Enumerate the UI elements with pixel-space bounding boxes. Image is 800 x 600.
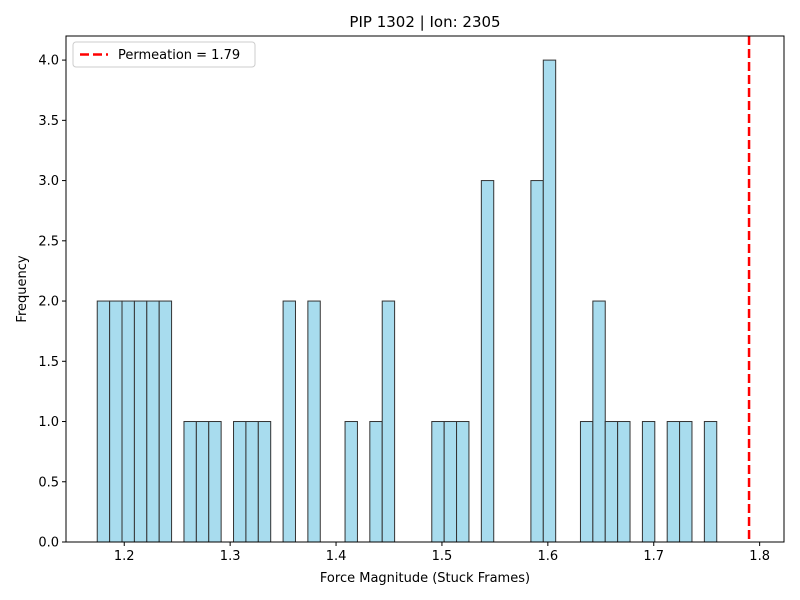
y-tick-label: 3.0 bbox=[38, 174, 59, 189]
y-tick-label: 2.0 bbox=[38, 295, 59, 310]
histogram-bar bbox=[666, 421, 681, 543]
histogram-bar bbox=[195, 421, 210, 543]
x-tick-label: 1.5 bbox=[432, 549, 453, 564]
histogram-bar bbox=[480, 180, 495, 543]
histogram-bar bbox=[542, 59, 557, 543]
histogram-bar bbox=[679, 421, 693, 543]
histogram-bar bbox=[579, 421, 594, 543]
x-tick-label: 1.2 bbox=[114, 549, 135, 564]
x-tick-label: 1.7 bbox=[643, 549, 664, 564]
x-tick-label: 1.3 bbox=[220, 549, 241, 564]
histogram-bar bbox=[158, 300, 173, 543]
histogram-bar bbox=[456, 421, 470, 543]
histogram-bar bbox=[245, 421, 259, 543]
y-tick-label: 2.5 bbox=[38, 234, 59, 249]
histogram-bar bbox=[307, 300, 321, 543]
histogram-bar bbox=[257, 421, 272, 543]
x-tick-label: 1.6 bbox=[537, 549, 558, 564]
histogram-bar bbox=[282, 300, 296, 543]
legend-label: Permeation = 1.79 bbox=[118, 48, 240, 63]
histogram-bar bbox=[121, 300, 135, 543]
y-tick-label: 3.5 bbox=[38, 114, 59, 129]
histogram-bar bbox=[109, 300, 123, 543]
y-tick-label: 1.5 bbox=[38, 355, 59, 370]
histogram-bar bbox=[233, 421, 247, 543]
x-axis-title: Force Magnitude (Stuck Frames) bbox=[320, 571, 530, 586]
x-tick-label: 1.4 bbox=[326, 549, 347, 564]
histogram-bar bbox=[641, 421, 656, 543]
y-axis-title: Frequency bbox=[15, 255, 30, 322]
histogram-bar bbox=[592, 300, 606, 543]
histogram-bar bbox=[133, 300, 148, 543]
y-tick-label: 1.0 bbox=[38, 415, 59, 430]
histogram-bar bbox=[431, 421, 445, 543]
legend: Permeation = 1.79 bbox=[72, 41, 256, 68]
histogram-bar bbox=[344, 421, 358, 543]
histogram-bar bbox=[381, 300, 396, 543]
histogram-bar bbox=[369, 421, 383, 543]
plot-area: 1.2 1.3 1.4 1.5 1.6 1.7 1.8 0.0 0.5 1.0 1.5 2.0 2.5 3… bbox=[38, 35, 785, 564]
histogram-bar bbox=[208, 421, 222, 543]
chart-title: PIP 1302 | Ion: 2305 bbox=[349, 13, 500, 31]
y-tick-label: 0.0 bbox=[38, 536, 59, 551]
histogram-bar bbox=[443, 421, 458, 543]
histogram-bar bbox=[183, 421, 197, 543]
histogram-bar bbox=[146, 300, 160, 543]
histogram-bar bbox=[96, 300, 111, 543]
histogram-bar bbox=[617, 421, 631, 543]
histogram-bar bbox=[530, 180, 544, 543]
axes-frame bbox=[65, 35, 785, 543]
y-tick-label: 4.0 bbox=[38, 54, 59, 69]
y-tick-label: 0.5 bbox=[38, 475, 59, 490]
legend-frame bbox=[72, 41, 256, 68]
histogram-bar bbox=[703, 421, 718, 543]
histogram-bar bbox=[604, 421, 619, 543]
x-tick-label: 1.8 bbox=[749, 549, 770, 564]
